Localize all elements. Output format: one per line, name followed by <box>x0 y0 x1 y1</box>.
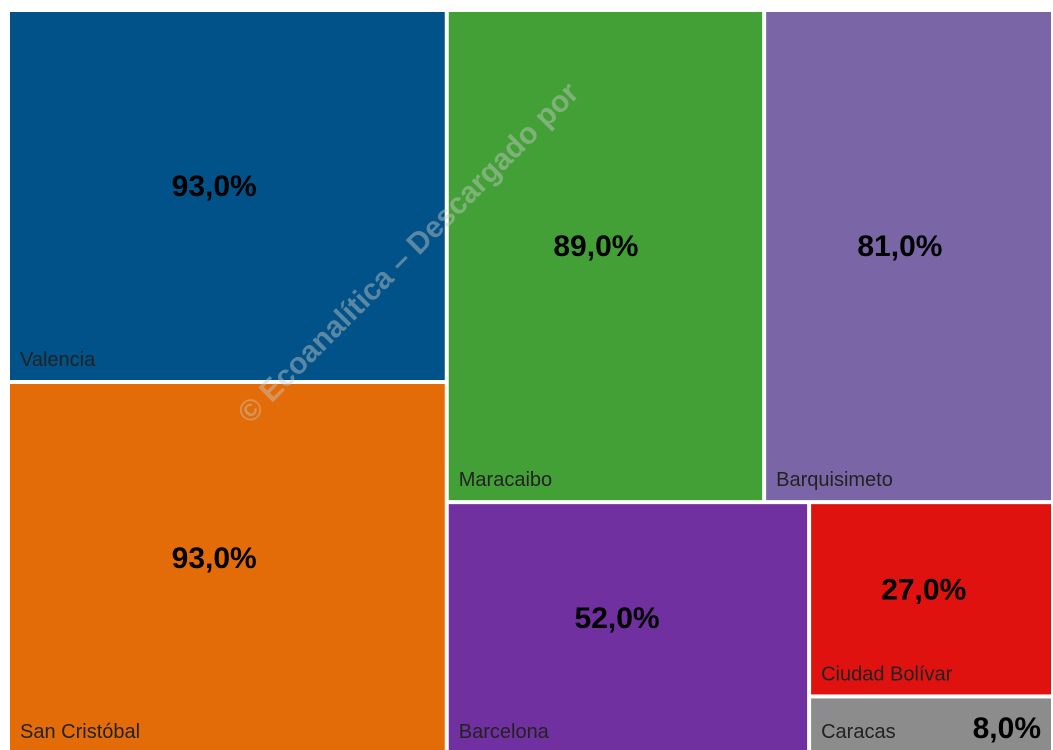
cell <box>811 504 1051 695</box>
value-label: 89,0% <box>553 230 638 263</box>
value-label: 93,0% <box>172 542 257 575</box>
cell <box>766 12 1051 501</box>
value-label: 52,0% <box>575 602 660 635</box>
cell <box>448 504 808 750</box>
value-label: 27,0% <box>881 573 966 606</box>
cell <box>448 12 763 501</box>
cell <box>10 12 445 380</box>
cell <box>811 698 1051 750</box>
cell-label: Caracas <box>821 721 895 743</box>
cell-label: Barquisimeto <box>776 469 893 491</box>
treemap: Valencia 93,0% San Cristóbal 93,0% Maracaibo… <box>10 12 1051 750</box>
value-label: 93,0% <box>172 170 257 203</box>
cell <box>10 384 445 750</box>
cell-label: Maracaibo <box>459 469 552 491</box>
cell-label: Barcelona <box>459 721 550 743</box>
cell-label: Valencia <box>20 349 96 371</box>
value-label: 81,0% <box>857 230 942 263</box>
value-label: 8,0% <box>973 712 1041 745</box>
cell-label: Ciudad Bolívar <box>821 663 953 685</box>
cell-label: San Cristóbal <box>20 721 140 743</box>
